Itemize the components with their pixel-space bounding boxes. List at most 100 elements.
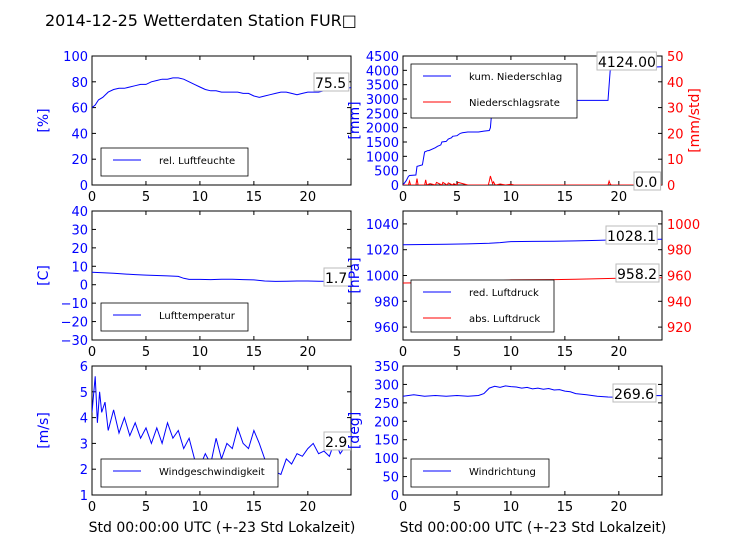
x-tick-label: 5 (453, 345, 461, 360)
plot-frame (402, 365, 663, 496)
x-tick-label: 15 (246, 500, 263, 515)
y-tick-label: 4000 (366, 64, 399, 79)
legend-entry: Lufttemperatur (159, 311, 236, 322)
legend-entry: Niederschlagsrate (469, 98, 560, 109)
y-tick-label: 0 (80, 279, 88, 294)
last-value-label: 1028.1 (607, 229, 656, 245)
figure-title: 2014-12-25 Wetterdaten Station FUR□ (45, 11, 357, 30)
y-tick-label: 30 (71, 223, 88, 238)
x-tick-label: 0 (88, 500, 96, 515)
legend-entry: kum. Niederschlag (469, 72, 562, 83)
y-tick-label: 3000 (366, 93, 399, 108)
y-tick-label: 5 (80, 386, 88, 401)
y-right-tick-label: 940 (667, 295, 692, 310)
y-right-tick-label: 0 (667, 179, 675, 194)
plot-frame (91, 365, 352, 496)
y-right-tick-label: 40 (667, 76, 684, 91)
legend-box (100, 147, 249, 177)
x-tick-label: 15 (246, 190, 263, 205)
y-axis-label: [mm] (347, 101, 363, 139)
y-tick-label: 1000 (366, 150, 399, 165)
series-line-1 (92, 376, 351, 476)
y-tick-label: 300 (374, 378, 399, 393)
y-tick-label: 1020 (366, 244, 399, 259)
y-tick-label: 1040 (366, 218, 399, 233)
y-right-tick-label: 20 (667, 127, 684, 142)
last-value-label: 4124.00 (598, 55, 656, 71)
y-tick-label: 150 (374, 434, 399, 449)
x-tick-label: 10 (503, 500, 520, 515)
last-value-label: 2.9 (325, 435, 347, 451)
x-tick-label: 20 (300, 345, 317, 360)
x-tick-label: 10 (503, 190, 520, 205)
x-tick-label: 0 (399, 190, 407, 205)
x-tick-label: 0 (399, 500, 407, 515)
last-value-label-right: 958.2 (617, 267, 657, 283)
legend-entry: Windrichtung (469, 467, 536, 478)
y-right-axis-label: [mm/std] (687, 88, 703, 153)
y-tick-label: 40 (71, 205, 88, 220)
y-tick-label: 6 (80, 360, 88, 375)
last-value-label-right: 0.0 (635, 175, 657, 191)
y-tick-label: 20 (71, 242, 88, 257)
y-tick-label: 10 (71, 260, 88, 275)
legend-box (410, 279, 555, 333)
last-value-label-box (313, 72, 350, 92)
last-value-label: 1.7 (325, 271, 347, 287)
y-tick-label: 50 (382, 471, 399, 486)
legend-box (410, 63, 578, 119)
y-axis-label: [C] (36, 265, 52, 286)
y-tick-label: 2000 (366, 122, 399, 137)
x-tick-label: 0 (88, 190, 96, 205)
last-value-label-box (605, 225, 658, 245)
y-right-tick-label: 50 (667, 50, 684, 65)
x-tick-label: 5 (453, 500, 461, 515)
x-axis-label-left: Std 00:00:00 UTC (+-23 Std Lokalzeit) (89, 520, 356, 536)
x-tick-label: 10 (192, 190, 209, 205)
x-tick-label: 10 (192, 345, 209, 360)
y-tick-label: 960 (374, 321, 399, 336)
x-tick-label: 20 (611, 190, 628, 205)
series-line-1 (403, 385, 662, 398)
last-value-label-box (596, 51, 657, 71)
y-tick-label: 250 (374, 397, 399, 412)
y-tick-label: 3 (80, 437, 88, 452)
y-tick-label: 3500 (366, 79, 399, 94)
x-tick-label: 10 (192, 500, 209, 515)
legend-box (410, 458, 550, 488)
y-tick-label: 2500 (366, 107, 399, 122)
y-right-tick-label: 960 (667, 270, 692, 285)
x-tick-label: 5 (142, 345, 150, 360)
x-axis-label-right: Std 00:00:00 UTC (+-23 Std Lokalzeit) (400, 520, 667, 536)
legend-entry: abs. Luftdruck (469, 314, 540, 325)
x-tick-label: 5 (142, 500, 150, 515)
last-value-label-right-box (633, 171, 662, 191)
chart-panel-2: 0 5 10 15 2005001000150020002500300035004000… (347, 50, 703, 205)
x-tick-label: 20 (611, 345, 628, 360)
x-tick-label: 0 (399, 345, 407, 360)
last-value-label: 75.5 (315, 76, 346, 92)
y-axis-label: [hPa] (347, 257, 363, 293)
y-tick-label: −10 (61, 297, 88, 312)
chart-panel-6: 0 5 10 15 20050100150200250300350[deg]269.6W… (347, 360, 663, 515)
y-tick-label: 500 (374, 165, 399, 180)
legend-entry: red. Luftdruck (469, 288, 539, 299)
last-value-label-box (323, 431, 352, 451)
y-tick-label: 1000 (366, 270, 399, 285)
x-tick-label: 20 (300, 190, 317, 205)
plot-frame (91, 55, 352, 186)
y-axis-label: [%] (36, 108, 52, 132)
y-tick-label: 0 (391, 489, 399, 504)
x-tick-label: 0 (88, 345, 96, 360)
series-line-1 (92, 77, 351, 108)
x-tick-label: 10 (503, 345, 520, 360)
chart-panel-4: 0 5 10 15 20 960 980 1000 1020 1040 920 940 960 980 10… (347, 210, 700, 360)
legend-box (100, 458, 279, 488)
x-tick-label: 15 (557, 345, 574, 360)
series-line-2 (403, 175, 662, 185)
y-tick-label: 0 (80, 179, 88, 194)
y-axis-label: [deg] (347, 412, 363, 449)
last-value-label: 269.6 (614, 387, 654, 403)
